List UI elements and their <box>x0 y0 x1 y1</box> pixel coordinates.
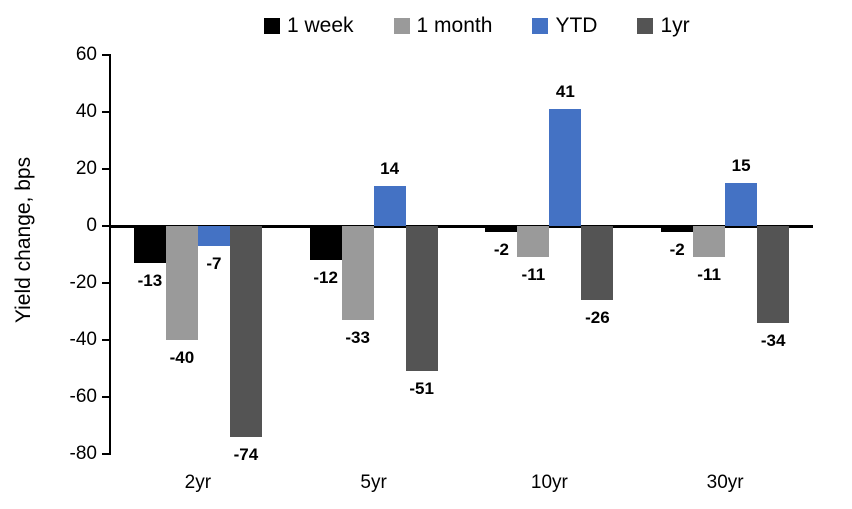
bar-value-label: -40 <box>169 348 195 367</box>
chart-legend: 1 week 1 month YTD 1yr <box>264 14 690 38</box>
legend-swatch-1-month <box>393 18 410 34</box>
bar-value-label: -11 <box>697 265 721 285</box>
bar-1yr-10yr <box>581 226 614 301</box>
y-tick-label: -60 <box>69 386 97 407</box>
bar-YTD-5yr <box>373 186 406 226</box>
x-category-label: 30yr <box>706 472 744 493</box>
y-tick-label: 60 <box>75 44 97 65</box>
y-tick-label: 0 <box>86 215 97 236</box>
bar-1-month-5yr <box>341 226 374 321</box>
y-axis-line <box>109 54 111 455</box>
y-axis-title: Yield change, bps <box>12 156 35 324</box>
bar-value-label: -7 <box>206 253 222 273</box>
legend-swatch-1yr <box>637 18 654 34</box>
bar-value-label: 14 <box>380 159 400 179</box>
bar-value-label: -13 <box>137 271 163 291</box>
bar-1yr-30yr <box>757 226 790 323</box>
bar-value-label: 41 <box>555 82 575 102</box>
y-tick-label: -80 <box>69 443 97 464</box>
bar-1-week-30yr <box>661 226 694 232</box>
bar-value-label: -26 <box>585 308 610 328</box>
bar-1-week-2yr <box>133 226 166 264</box>
bar-1yr-5yr <box>405 226 438 372</box>
bar-value-label: -11 <box>521 265 546 285</box>
bar-YTD-10yr <box>549 109 582 226</box>
bar-value-label: -2 <box>493 239 509 259</box>
legend-label-1-week: 1 week <box>287 14 354 37</box>
bar-YTD-30yr <box>725 183 758 226</box>
bar-1-month-30yr <box>693 226 726 258</box>
legend-item-ytd: YTD <box>532 14 597 38</box>
bar-1-week-5yr <box>309 226 342 261</box>
legend-swatch-ytd <box>532 18 549 34</box>
zero-baseline <box>110 225 813 228</box>
bar-1yr-2yr <box>229 226 262 437</box>
y-tick-label: -20 <box>69 272 97 293</box>
y-tick-mark <box>102 282 110 284</box>
y-tick-mark <box>102 225 110 227</box>
y-tick-label: 40 <box>75 101 97 122</box>
bar-value-label: -12 <box>313 268 338 288</box>
legend-label-1-month: 1 month <box>416 14 493 37</box>
bar-value-label: -2 <box>669 239 685 259</box>
y-tick-mark <box>102 168 110 170</box>
legend-item-1-week: 1 week <box>264 14 354 38</box>
bar-1-week-10yr <box>485 226 518 232</box>
legend-label-1yr: 1yr <box>660 14 690 37</box>
legend-label-ytd: YTD <box>555 14 598 37</box>
bar-1-month-2yr <box>165 226 198 340</box>
x-category-label: 2yr <box>184 472 212 493</box>
bar-value-label: -34 <box>760 330 786 350</box>
bar-value-label: -51 <box>409 379 434 399</box>
bar-value-label: 15 <box>731 156 751 176</box>
y-tick-mark <box>102 111 110 113</box>
legend-swatch-1-week <box>264 18 280 34</box>
y-tick-label: -40 <box>69 329 97 350</box>
y-tick-mark <box>102 453 110 455</box>
x-category-label: 5yr <box>360 472 387 493</box>
y-tick-label: 20 <box>75 158 97 179</box>
y-tick-mark <box>102 339 110 341</box>
bar-1-month-10yr <box>517 226 550 258</box>
legend-item-1yr: 1yr <box>637 14 690 38</box>
y-tick-mark <box>102 54 110 56</box>
y-tick-mark <box>102 396 110 398</box>
legend-item-1-month: 1 month <box>393 14 493 38</box>
bar-value-label: -33 <box>345 328 370 348</box>
bar-value-label: -74 <box>233 444 259 464</box>
x-category-label: 10yr <box>530 472 568 493</box>
bar-YTD-2yr <box>197 226 230 246</box>
